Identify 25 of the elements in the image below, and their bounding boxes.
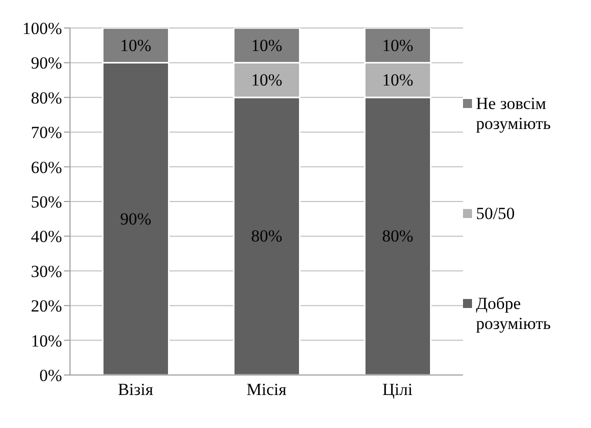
legend-label: 50/50 bbox=[476, 204, 515, 224]
data-label: 80% bbox=[382, 226, 414, 246]
y-tick-label: 80% bbox=[30, 88, 62, 108]
data-label: 90% bbox=[120, 209, 152, 228]
y-tick-label: 90% bbox=[30, 54, 62, 73]
x-tick-label: Візія bbox=[118, 380, 154, 400]
y-tick-label: 60% bbox=[30, 158, 62, 177]
x-tick-label: Цілі bbox=[382, 380, 413, 400]
data-label: 10% bbox=[382, 70, 414, 90]
data-label: 10% bbox=[120, 36, 152, 55]
y-tick-label: 20% bbox=[30, 296, 62, 316]
y-tick-label: 40% bbox=[30, 227, 62, 246]
x-tick-label: Місія bbox=[246, 380, 287, 400]
y-tick-label: 100% bbox=[22, 19, 62, 38]
legend-label: Не зовсім розуміють bbox=[476, 94, 552, 134]
y-tick-label: 10% bbox=[30, 331, 62, 350]
legend-label: Добре розуміють bbox=[476, 294, 552, 334]
y-tick-label: 30% bbox=[30, 262, 62, 281]
data-label: 10% bbox=[251, 70, 282, 90]
y-tick-label: 50% bbox=[30, 192, 62, 212]
data-label: 10% bbox=[382, 36, 414, 55]
data-label: 80% bbox=[251, 226, 282, 246]
data-label: 10% bbox=[251, 36, 282, 55]
y-tick-label: 0% bbox=[39, 366, 62, 386]
y-tick-label: 70% bbox=[30, 123, 62, 142]
